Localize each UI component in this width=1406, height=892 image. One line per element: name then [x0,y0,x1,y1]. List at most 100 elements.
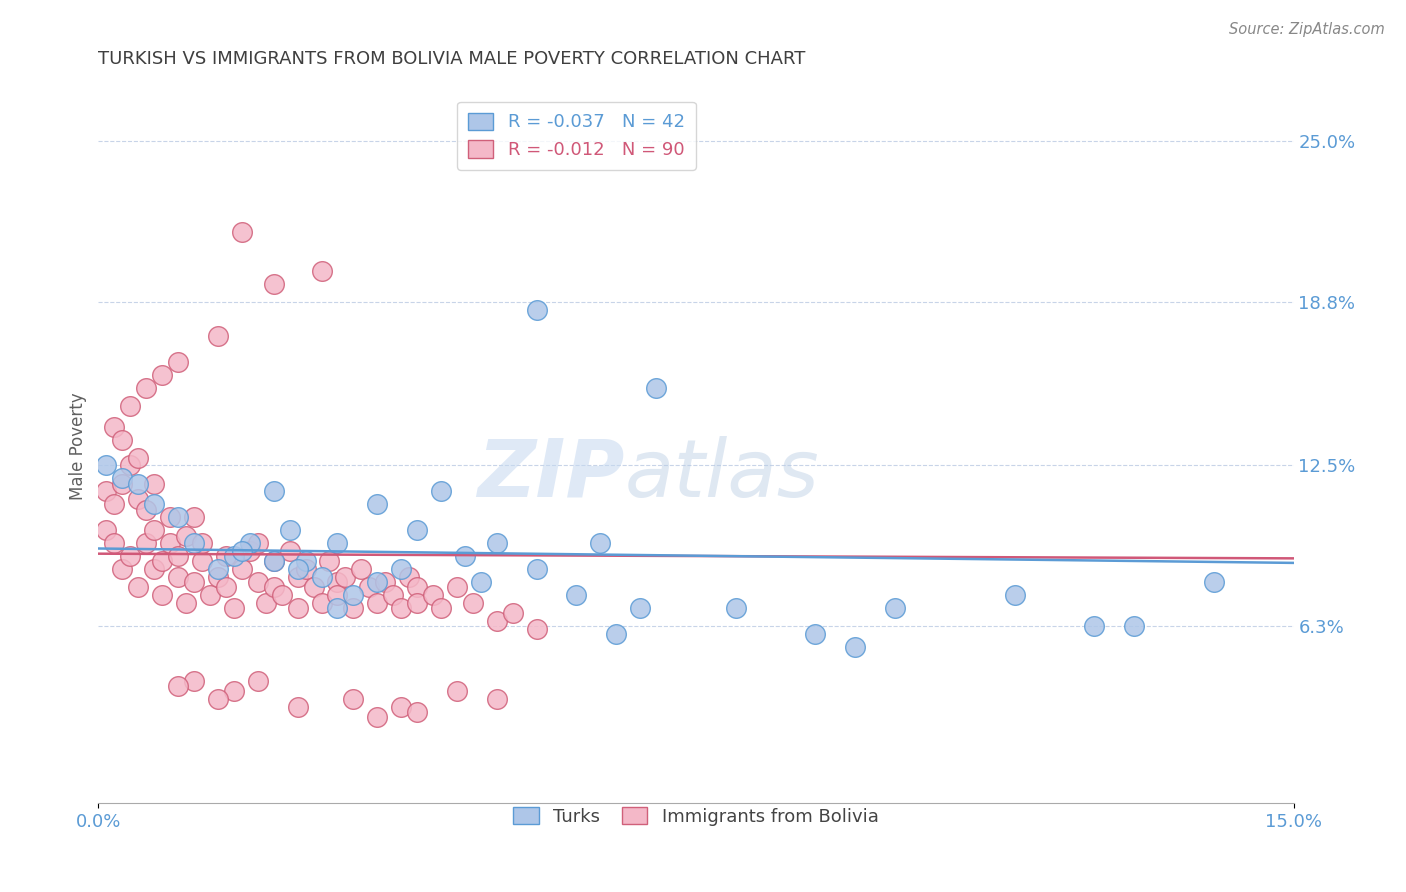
Point [222,601,245,615]
Point [143,476,166,491]
Point [215,581,238,595]
Point [215,549,238,564]
Text: atlas: atlas [624,435,820,514]
Text: Source: ZipAtlas.com: Source: ZipAtlas.com [1229,22,1385,37]
Point [191,536,214,550]
Point [167,679,190,693]
Point [239,536,262,550]
Point [174,596,197,610]
Point [311,570,333,584]
Point [389,562,412,576]
Point [605,627,627,641]
Point [127,581,149,595]
Point [422,588,444,602]
Y-axis label: Male Poverty: Male Poverty [69,392,87,500]
Point [335,570,357,584]
Point [246,673,269,688]
Point [278,544,301,558]
Point [454,549,477,564]
Point [389,699,412,714]
Point [366,710,388,724]
Point [167,510,190,524]
Point [103,497,125,511]
Point [382,588,405,602]
Point [183,510,205,524]
Point [294,562,316,576]
Point [359,581,381,595]
Point [326,588,349,602]
Point [526,622,548,636]
Point [366,575,388,590]
Point [342,692,364,706]
Point [302,581,325,595]
Point [446,684,468,698]
Point [167,549,190,564]
Point [398,570,420,584]
Point [389,601,412,615]
Point [207,562,229,576]
Point [287,562,309,576]
Point [143,562,166,576]
Point [485,692,508,706]
Point [222,549,245,564]
Point [111,433,134,447]
Point [111,562,134,576]
Point [263,554,285,568]
Point [96,484,118,499]
Point [342,588,364,602]
Point [150,368,173,382]
Point [167,354,190,368]
Point [231,562,253,576]
Point [150,588,173,602]
Point [318,554,340,568]
Point [628,601,651,615]
Point [143,524,166,538]
Point [589,536,612,550]
Point [167,570,190,584]
Point [263,277,285,291]
Point [96,458,118,473]
Point [143,497,166,511]
Point [804,627,827,641]
Point [366,497,388,511]
Text: TURKISH VS IMMIGRANTS FROM BOLIVIA MALE POVERTY CORRELATION CHART: TURKISH VS IMMIGRANTS FROM BOLIVIA MALE … [98,50,806,68]
Point [120,458,142,473]
Point [342,601,364,615]
Point [311,264,333,278]
Point [111,476,134,491]
Legend: Turks, Immigrants from Bolivia: Turks, Immigrants from Bolivia [506,800,886,833]
Point [159,536,181,550]
Point [1202,575,1225,590]
Point [526,302,548,317]
Point [127,450,149,465]
Point [135,502,157,516]
Point [254,596,277,610]
Point [326,575,349,590]
Point [287,570,309,584]
Point [446,581,468,595]
Point [103,536,125,550]
Point [127,492,149,507]
Point [724,601,747,615]
Point [461,596,484,610]
Point [287,601,309,615]
Point [287,699,309,714]
Point [239,544,262,558]
Point [406,596,429,610]
Point [470,575,492,590]
Point [844,640,866,654]
Point [406,524,429,538]
Point [430,601,453,615]
Point [294,554,316,568]
Point [263,554,285,568]
Point [485,614,508,628]
Point [135,536,157,550]
Point [270,588,292,602]
Point [183,673,205,688]
Point [191,554,214,568]
Point [174,528,197,542]
Point [207,570,229,584]
Text: ZIP: ZIP [477,435,624,514]
Point [150,554,173,568]
Point [406,581,429,595]
